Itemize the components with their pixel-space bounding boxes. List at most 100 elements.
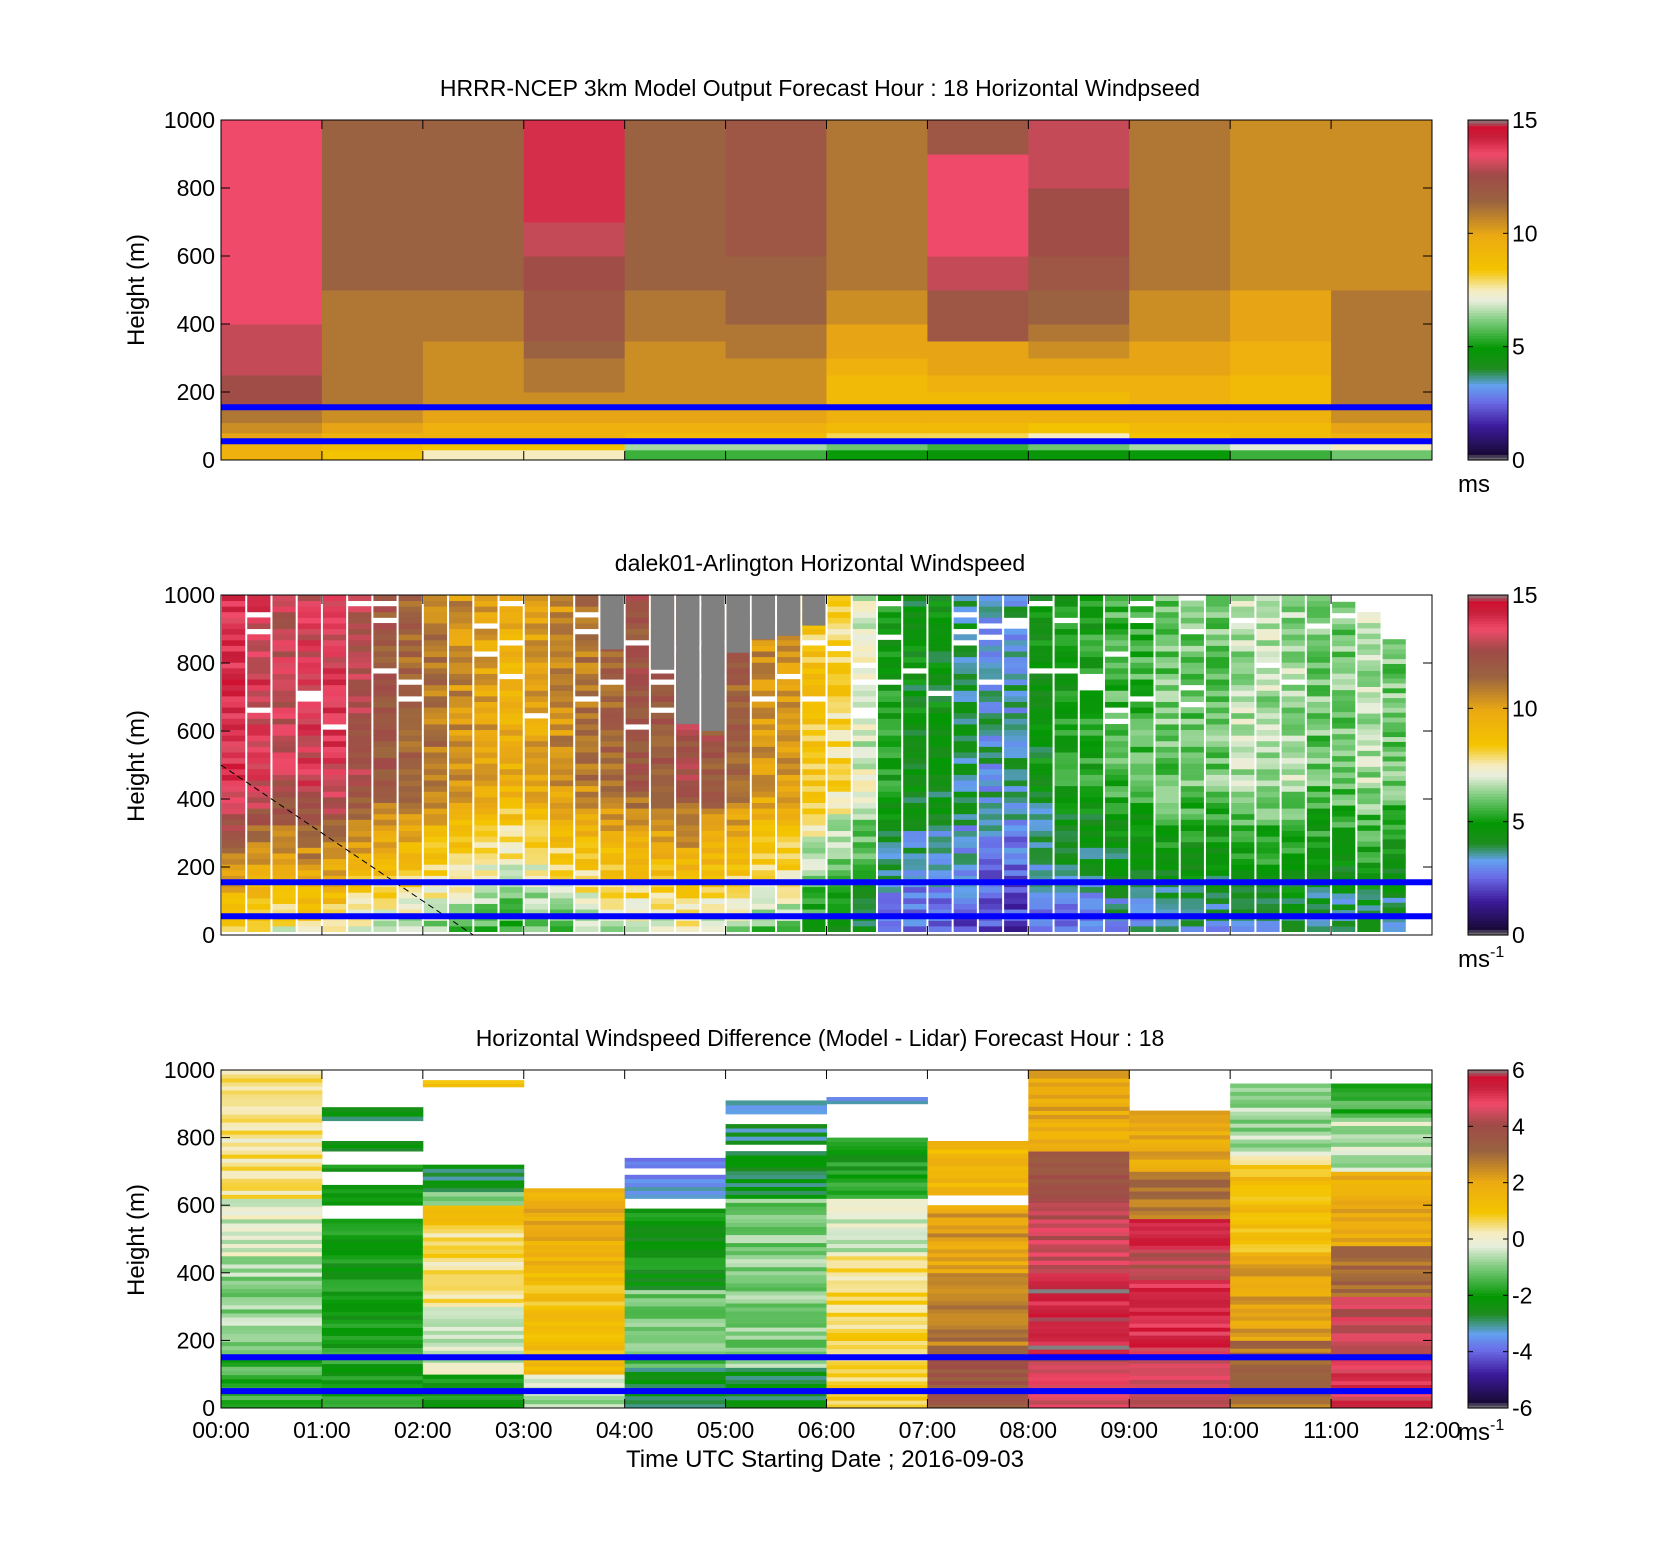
lidar-profile-band bbox=[1357, 755, 1381, 762]
lidar-profile-band bbox=[524, 729, 548, 736]
lidar-profile-band bbox=[449, 600, 473, 607]
lidar-profile-band bbox=[1332, 788, 1356, 795]
lidar-profile-band bbox=[322, 886, 347, 893]
lidar-profile-band bbox=[549, 656, 574, 663]
lidar-profile-band bbox=[777, 707, 801, 714]
heatmap-cell bbox=[1028, 290, 1130, 325]
lidar-profile-band bbox=[1105, 780, 1129, 787]
lidar-profile-band bbox=[1029, 757, 1053, 764]
heatmap-cell bbox=[927, 290, 1029, 325]
lidar-profile-band bbox=[1180, 763, 1204, 770]
lidar-profile-band bbox=[1155, 634, 1179, 641]
lidar-profile-band bbox=[852, 875, 876, 882]
lidar-profile-band bbox=[272, 690, 296, 697]
lidar-profile-band bbox=[348, 909, 372, 916]
lidar-profile-band bbox=[222, 768, 246, 775]
colorbar-swatch bbox=[1468, 1340, 1508, 1344]
lidar-profile-band bbox=[1130, 656, 1154, 663]
lidar-profile-band bbox=[474, 718, 498, 725]
lidar-profile-band bbox=[1256, 645, 1280, 652]
lidar-profile-band bbox=[322, 729, 347, 736]
lidar-profile-band bbox=[1306, 595, 1331, 602]
difference-band bbox=[1129, 1175, 1231, 1180]
difference-band bbox=[1230, 1376, 1332, 1381]
difference-band bbox=[1028, 1094, 1130, 1099]
lidar-profile-band bbox=[1205, 774, 1230, 781]
difference-band bbox=[221, 1118, 323, 1123]
difference-band bbox=[624, 1257, 727, 1262]
lidar-profile-band bbox=[903, 802, 927, 809]
difference-band bbox=[422, 1249, 525, 1254]
difference-band bbox=[422, 1200, 525, 1206]
colorbar-swatch bbox=[1468, 222, 1508, 226]
lidar-profile-band bbox=[877, 724, 902, 731]
lidar-profile-band bbox=[1180, 841, 1204, 848]
lidar-profile-band bbox=[676, 841, 700, 848]
difference-band bbox=[321, 1184, 424, 1190]
lidar-profile-band bbox=[903, 819, 927, 826]
lidar-profile-band bbox=[1332, 799, 1356, 806]
y-tick-label: 400 bbox=[177, 311, 215, 337]
lidar-profile-band bbox=[398, 796, 422, 803]
lidar-profile-band bbox=[398, 757, 422, 764]
lidar-profile-band bbox=[928, 903, 952, 910]
difference-band bbox=[321, 1375, 424, 1381]
difference-band bbox=[725, 1339, 827, 1344]
lidar-profile-band bbox=[978, 639, 1003, 646]
colorbar-swatch bbox=[1468, 1317, 1508, 1322]
colorbar-swatch bbox=[1468, 889, 1508, 894]
difference-band bbox=[826, 1170, 928, 1175]
difference-band bbox=[1331, 1096, 1433, 1101]
lidar-profile-band bbox=[726, 864, 750, 871]
lidar-profile-band bbox=[449, 802, 473, 809]
colorbar-swatch bbox=[1468, 1275, 1508, 1280]
lidar-profile-band bbox=[928, 718, 952, 725]
colorbar-swatch bbox=[1468, 750, 1508, 755]
lidar-profile-band bbox=[348, 774, 372, 781]
difference-band bbox=[624, 1208, 727, 1214]
lidar-profile-band bbox=[701, 796, 725, 803]
lidar-profile-band bbox=[222, 595, 246, 602]
heatmap-cell bbox=[1331, 449, 1433, 461]
lidar-profile-band bbox=[373, 903, 397, 910]
lidar-profile-band bbox=[1205, 768, 1230, 775]
colorbar-swatch bbox=[1468, 383, 1508, 387]
difference-band bbox=[1028, 1206, 1130, 1212]
colorbar-swatch bbox=[1468, 756, 1508, 760]
lidar-profile-band bbox=[1332, 744, 1356, 751]
lidar-profile-band bbox=[903, 634, 927, 641]
lidar-profile-band bbox=[1105, 757, 1129, 764]
lidar-profile-band bbox=[903, 830, 927, 837]
lidar-profile-band bbox=[222, 864, 246, 871]
lidar-profile-band bbox=[827, 825, 851, 832]
colorbar-swatch bbox=[1468, 660, 1508, 664]
difference-band bbox=[1129, 1256, 1231, 1261]
lidar-profile-band bbox=[903, 847, 927, 854]
lidar-profile-band bbox=[827, 606, 851, 613]
lidar-profile-band bbox=[272, 903, 296, 910]
lidar-profile-band bbox=[827, 684, 851, 691]
lidar-profile-band bbox=[928, 634, 952, 641]
lidar-profile-band bbox=[449, 623, 473, 630]
lidar-profile-band bbox=[1130, 808, 1154, 815]
colorbar-swatch bbox=[1468, 932, 1508, 936]
colorbar-swatch bbox=[1468, 617, 1508, 622]
heatmap-cell bbox=[725, 341, 827, 359]
difference-band bbox=[321, 1218, 424, 1224]
lidar-profile-band bbox=[1004, 808, 1028, 815]
heatmap-cell bbox=[321, 449, 424, 461]
lidar-profile-band bbox=[701, 780, 725, 787]
lidar-profile-band bbox=[1306, 819, 1331, 826]
difference-band bbox=[221, 1280, 323, 1285]
difference-band bbox=[826, 1400, 928, 1405]
lidar-profile-band bbox=[474, 662, 498, 669]
lidar-profile-band bbox=[499, 920, 523, 927]
difference-band bbox=[1028, 1102, 1130, 1107]
difference-band bbox=[422, 1358, 525, 1363]
lidar-profile-band bbox=[348, 785, 372, 792]
lidar-profile-band bbox=[777, 853, 801, 860]
lidar-profile-band bbox=[877, 808, 902, 815]
colorbar-swatch bbox=[1468, 609, 1508, 613]
colorbar-swatch bbox=[1468, 210, 1508, 215]
y-tick-label: 0 bbox=[202, 1395, 215, 1421]
